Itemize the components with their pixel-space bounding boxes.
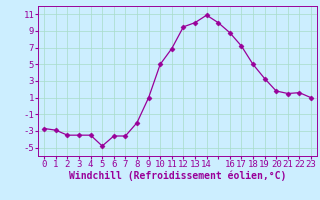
X-axis label: Windchill (Refroidissement éolien,°C): Windchill (Refroidissement éolien,°C) bbox=[69, 171, 286, 181]
